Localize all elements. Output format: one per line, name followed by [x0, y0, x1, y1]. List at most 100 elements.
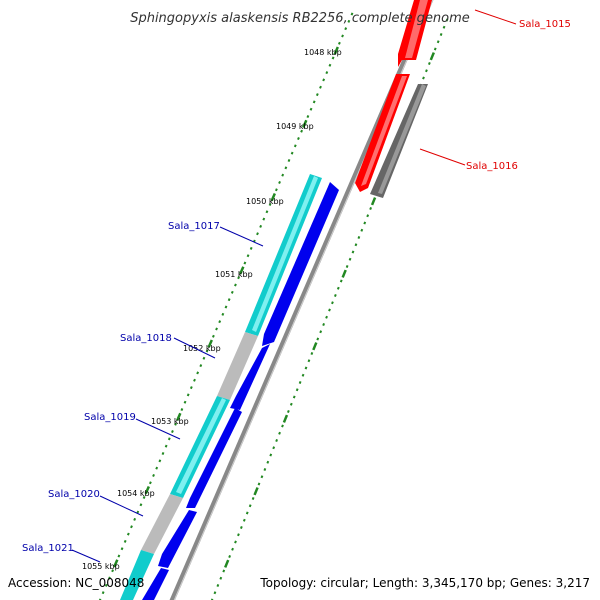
inner-minor-tick [257, 482, 261, 486]
inner-major-tick [429, 52, 435, 61]
gene-label-sala-1016[interactable]: Sala_1016 [466, 161, 518, 172]
kbp-label: 1050 kbp [246, 197, 284, 206]
gene-arrow-sala-1017[interactable] [262, 182, 339, 346]
inner-minor-tick [301, 373, 305, 377]
minor-tick [300, 129, 303, 133]
inner-minor-tick [260, 475, 264, 479]
minor-tick [123, 539, 127, 543]
minor-tick [234, 283, 237, 287]
inner-minor-tick [292, 395, 296, 399]
gene-arrow-sala-1019[interactable] [186, 408, 242, 508]
inner-major-tick [253, 487, 259, 496]
gene-arrow-sala-1018[interactable] [230, 344, 270, 410]
kbp-label: 1049 kbp [276, 122, 314, 131]
leader-sala-1020 [99, 495, 144, 517]
gene-label-sala-1019[interactable]: Sala_1019 [84, 412, 136, 423]
minor-tick [284, 166, 288, 170]
minor-tick [142, 495, 146, 499]
minor-tick [328, 63, 332, 67]
major-tick [333, 46, 339, 55]
gene-labels: Sala_1015 Sala_1016 Sala_1017 Sala_1018 … [22, 19, 571, 554]
minor-tick [344, 27, 348, 31]
feature-cyan-1017-highlight [252, 176, 318, 332]
feature-gray-forward-highlight [378, 84, 426, 194]
feature-gray-1020[interactable] [141, 494, 183, 554]
accession-text: Accession: NC_008048 [8, 576, 144, 590]
inner-minor-tick [439, 33, 443, 36]
minor-tick [281, 173, 285, 177]
gene-label-sala-1020[interactable]: Sala_1020 [48, 489, 100, 500]
inner-minor-tick [310, 352, 314, 355]
kbp-label: 1051 kbp [215, 270, 253, 279]
minor-tick [130, 525, 133, 529]
inner-minor-tick [228, 555, 232, 558]
kbp-label: 1055 kbp [82, 562, 120, 571]
minor-tick [183, 400, 187, 404]
minor-tick [193, 378, 196, 382]
inner-minor-tick [237, 533, 240, 537]
gene-label-sala-1017[interactable]: Sala_1017 [168, 221, 220, 232]
inner-minor-tick [245, 511, 249, 515]
inner-minor-tick [436, 40, 440, 44]
inner-minor-tick [363, 221, 367, 225]
minor-tick [227, 298, 231, 302]
inner-minor-tick [316, 337, 320, 341]
inner-minor-tick [442, 25, 446, 29]
inner-major-tick [370, 197, 377, 206]
gene-arrow-sala-1021[interactable] [142, 568, 169, 600]
inner-major-tick [341, 269, 347, 278]
inner-minor-tick [272, 446, 276, 450]
inner-minor-tick [328, 308, 331, 312]
minor-tick [259, 224, 263, 228]
forward-track [355, 0, 432, 198]
inner-minor-tick [248, 504, 252, 508]
label-leaders [71, 9, 517, 563]
inner-minor-tick [307, 359, 311, 363]
major-tick [239, 266, 245, 275]
minor-tick [186, 393, 190, 397]
gene-label-sala-1018[interactable]: Sala_1018 [120, 333, 172, 344]
minor-tick [152, 473, 155, 477]
inner-minor-tick [360, 228, 364, 232]
inner-minor-tick [366, 214, 370, 218]
inner-minor-tick [427, 62, 431, 65]
major-tick [176, 412, 182, 422]
minor-tick [161, 452, 165, 455]
gene-arrow-sala-1020[interactable] [158, 510, 197, 568]
scale-labels: 1048 kbp 1049 kbp 1050 kbp 1051 kbp 1052… [82, 48, 342, 571]
minor-tick [319, 85, 322, 89]
inner-minor-tick [242, 518, 246, 522]
minor-tick [202, 356, 206, 360]
minor-tick [164, 444, 168, 448]
minor-tick [338, 41, 341, 45]
inner-minor-tick [322, 323, 326, 326]
inner-minor-tick [281, 424, 284, 428]
minor-tick [325, 71, 329, 75]
minor-tick [306, 115, 310, 119]
inner-minor-tick [234, 540, 237, 544]
minor-tick [212, 334, 215, 338]
minor-tick [171, 430, 174, 434]
major-tick [270, 192, 276, 202]
inner-minor-tick [295, 388, 299, 392]
inner-minor-tick [345, 265, 349, 268]
kbp-label: 1054 kbp [117, 489, 155, 498]
leader-sala-1016 [419, 148, 466, 166]
kbp-label: 1048 kbp [304, 48, 342, 57]
minor-tick [120, 547, 124, 551]
feature-cyan-1021[interactable] [120, 550, 154, 600]
feature-gray-1018[interactable] [217, 332, 258, 400]
minor-tick [149, 481, 152, 485]
minor-tick [262, 217, 266, 221]
inner-minor-tick [222, 569, 226, 573]
minor-tick [341, 34, 344, 38]
inner-major-tick [312, 342, 318, 351]
minor-tick [224, 305, 228, 309]
minor-tick [268, 202, 272, 206]
minor-tick [180, 408, 184, 412]
minor-tick [331, 56, 335, 60]
leader-sala-1018 [173, 337, 216, 359]
inner-minor-tick [445, 18, 449, 22]
gene-label-sala-1015[interactable]: Sala_1015 [519, 19, 571, 30]
gene-label-sala-1021[interactable]: Sala_1021 [22, 543, 74, 554]
